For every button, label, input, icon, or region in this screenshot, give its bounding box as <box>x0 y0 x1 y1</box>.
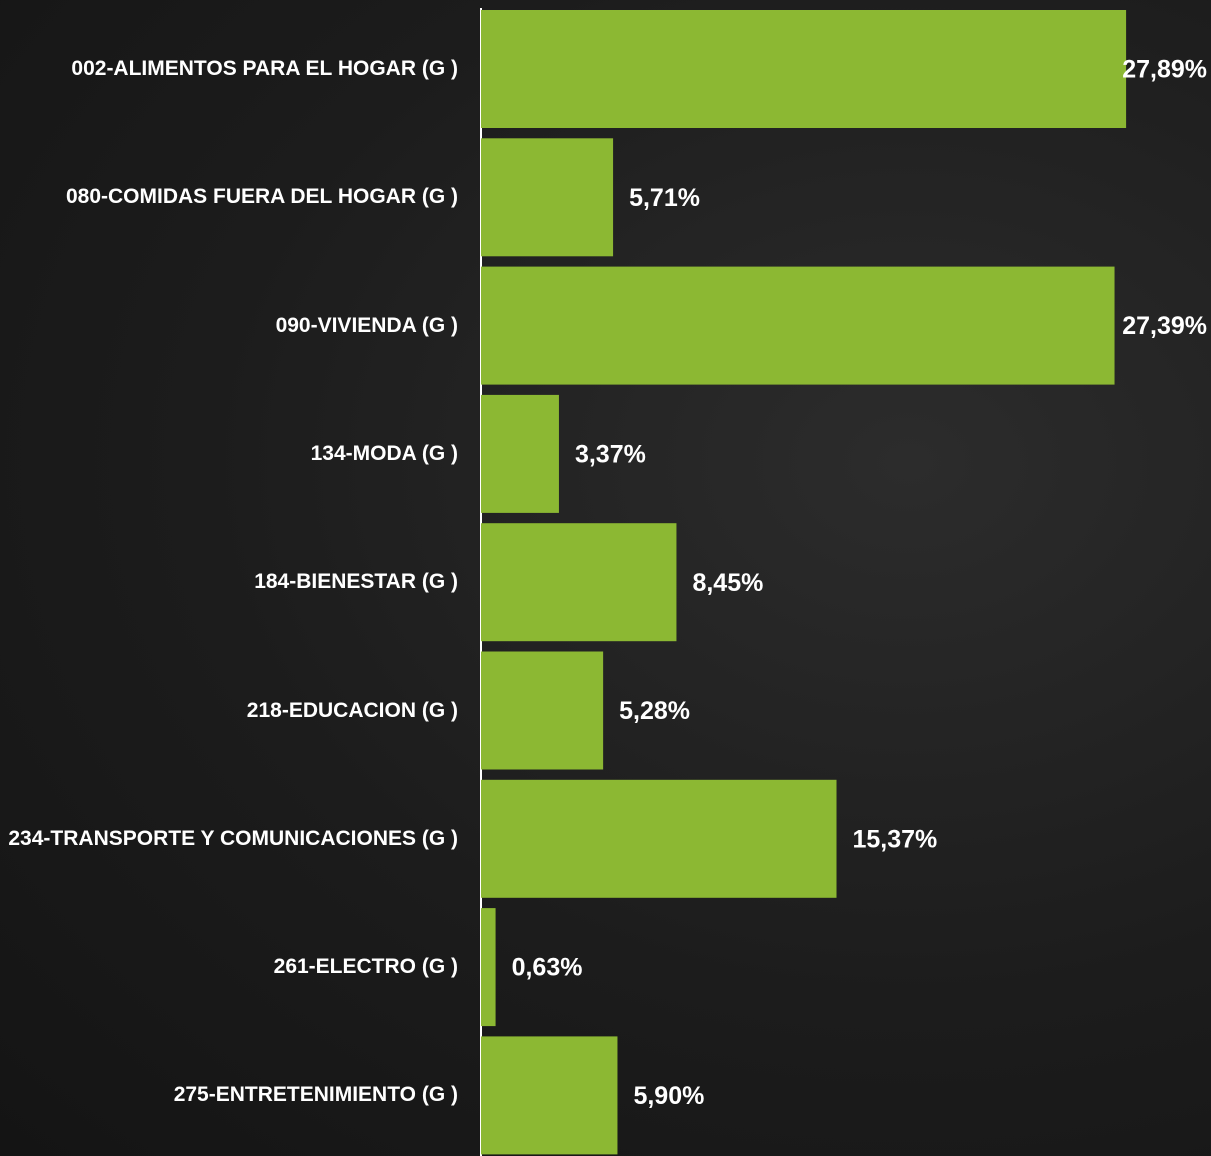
category-label: 134-MODA (G ) <box>0 395 458 513</box>
bar <box>481 267 1115 385</box>
bar <box>481 908 496 1026</box>
category-text: 090-VIVIENDA (G ) <box>276 312 458 340</box>
category-label: 218-EDUCACION (G ) <box>0 652 458 770</box>
value-label: 27,89% <box>1122 56 1207 84</box>
category-label: 080-COMIDAS FUERA DEL HOGAR (G ) <box>0 138 458 256</box>
category-label: 002-ALIMENTOS PARA EL HOGAR (G ) <box>0 10 458 128</box>
category-text: 218-EDUCACION (G ) <box>247 697 458 725</box>
category-text: 261-ELECTRO (G ) <box>274 953 458 981</box>
bar <box>481 523 676 641</box>
value-label: 15,37% <box>853 825 938 853</box>
bar <box>481 780 837 898</box>
value-label: 8,45% <box>692 569 763 597</box>
bar <box>481 652 603 770</box>
value-label: 5,90% <box>633 1082 704 1110</box>
bar <box>481 138 613 256</box>
category-text: 002-ALIMENTOS PARA EL HOGAR (G ) <box>71 55 458 83</box>
value-label: 27,39% <box>1122 312 1207 340</box>
category-text: 134-MODA (G ) <box>311 440 458 468</box>
value-label: 5,71% <box>629 184 700 212</box>
value-label: 5,28% <box>619 697 690 725</box>
value-label: 0,63% <box>512 954 583 982</box>
category-label: 184-BIENESTAR (G ) <box>0 523 458 641</box>
bar <box>481 395 559 513</box>
bar <box>481 1036 617 1154</box>
category-label: 275-ENTRETENIMIENTO (G ) <box>0 1036 458 1154</box>
category-text: 275-ENTRETENIMIENTO (G ) <box>174 1081 458 1109</box>
bar <box>481 10 1126 128</box>
value-label: 3,37% <box>575 441 646 469</box>
category-label: 090-VIVIENDA (G ) <box>0 267 458 385</box>
page: 27,89% 5,71% 27,39% 3,37% 8,45% 5,28% 15,37% 0,… <box>0 0 1211 1156</box>
category-label: 261-ELECTRO (G ) <box>0 908 458 1026</box>
category-text: 234-TRANSPORTE Y COMUNICACIONES (G ) <box>8 825 458 853</box>
category-text: 080-COMIDAS FUERA DEL HOGAR (G ) <box>66 183 458 211</box>
category-label: 234-TRANSPORTE Y COMUNICACIONES (G ) <box>0 780 458 898</box>
category-text: 184-BIENESTAR (G ) <box>254 568 458 596</box>
